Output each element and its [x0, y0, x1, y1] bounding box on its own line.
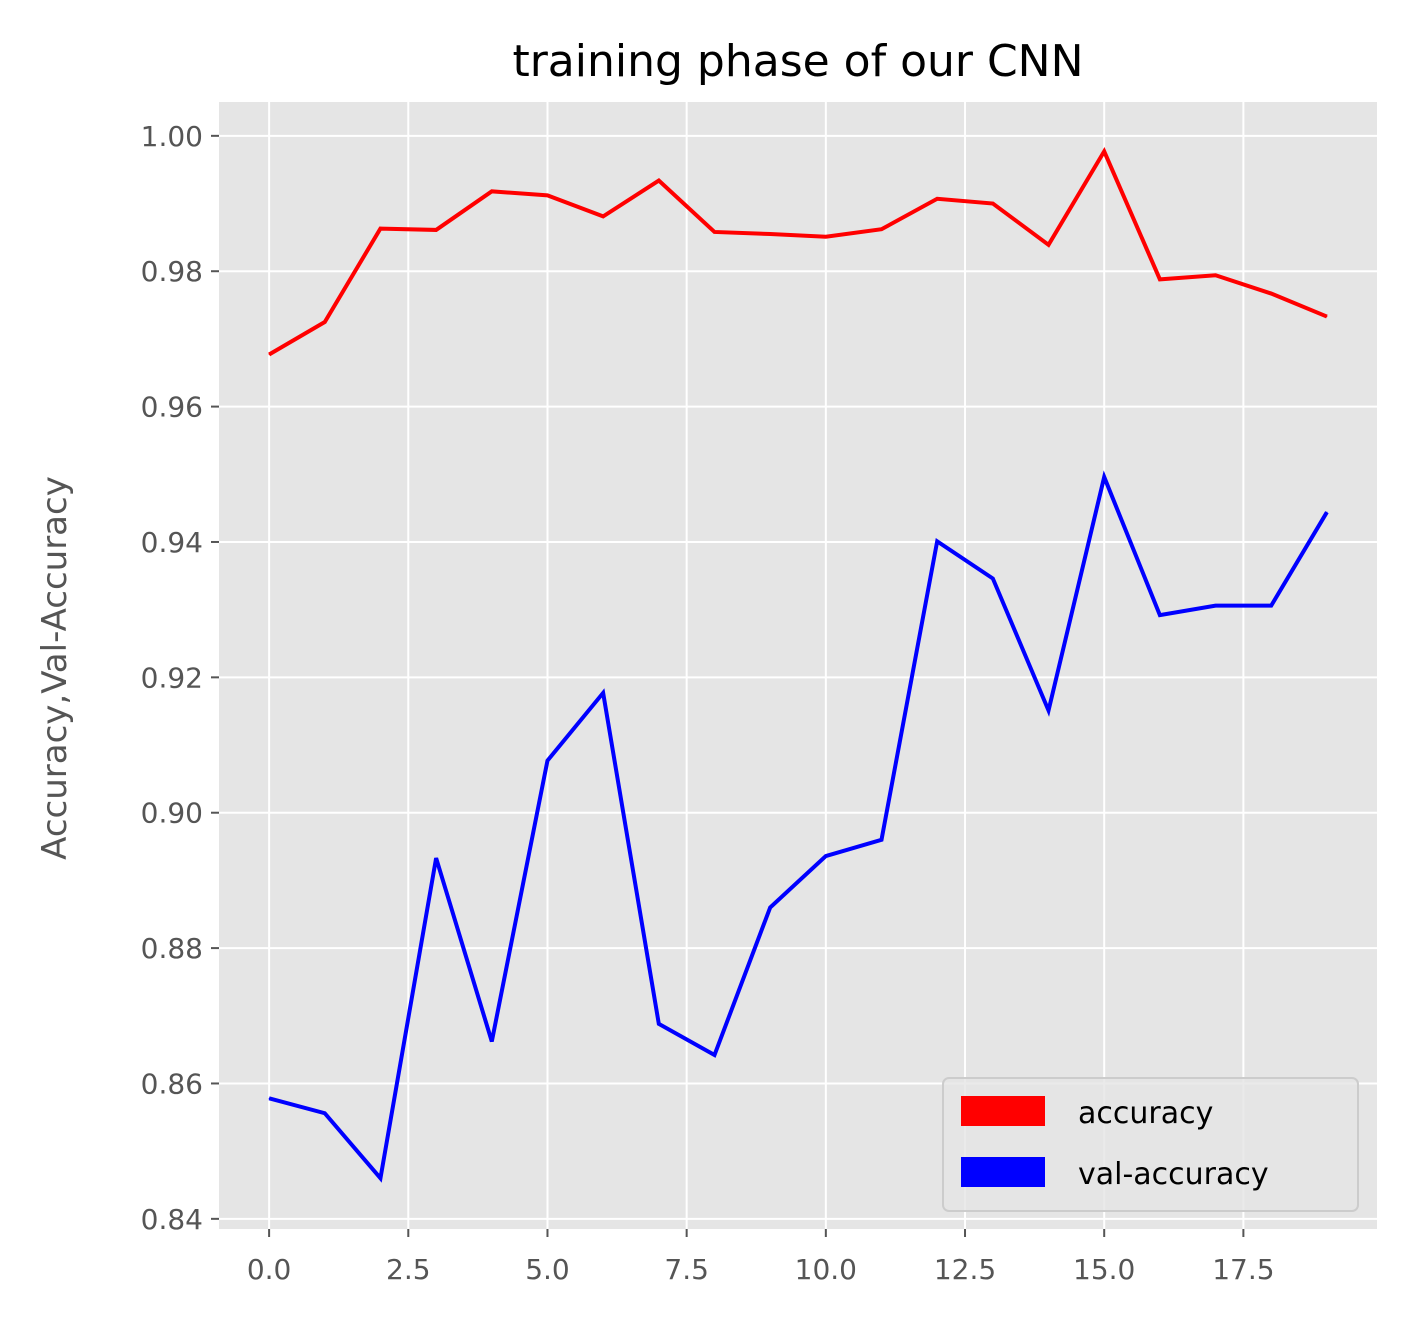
legend-box	[942, 1077, 1359, 1212]
y-tick-label: 1.00	[141, 120, 203, 153]
data-point-accuracy	[658, 180, 660, 182]
legend: accuracy val-accuracy	[942, 1077, 1359, 1212]
legend-swatch-val-accuracy	[961, 1157, 1045, 1187]
x-tick-label: 2.5	[386, 1253, 431, 1286]
data-point-val-accuracy	[1326, 511, 1328, 513]
series-layer	[268, 147, 1329, 1183]
y-tick-label: 0.88	[141, 932, 203, 965]
data-point-val-accuracy	[992, 578, 994, 580]
data-point-accuracy	[1270, 293, 1272, 295]
y-tick-label: 0.90	[141, 797, 203, 830]
data-point-accuracy	[491, 190, 493, 192]
data-point-val-accuracy	[1270, 605, 1272, 607]
data-point-accuracy	[324, 321, 326, 323]
data-point-accuracy	[379, 228, 381, 230]
y-tick-label: 0.96	[141, 391, 203, 424]
data-point-val-accuracy	[713, 1054, 715, 1056]
data-point-accuracy	[268, 353, 270, 355]
data-point-val-accuracy	[379, 1177, 381, 1179]
y-axis-label: Accuracy,Val-Accuracy	[35, 476, 75, 860]
data-point-val-accuracy	[936, 540, 938, 542]
data-point-accuracy	[1048, 244, 1050, 246]
data-point-val-accuracy	[825, 855, 827, 857]
y-tick-label: 0.98	[141, 255, 203, 288]
legend-label-val-accuracy: val-accuracy	[1078, 1157, 1269, 1192]
data-point-accuracy	[936, 198, 938, 200]
y-tick-label: 0.92	[141, 661, 203, 694]
x-tick-label: 15.0	[1073, 1253, 1135, 1286]
legend-swatch-accuracy	[961, 1096, 1045, 1126]
data-point-val-accuracy	[1048, 710, 1050, 712]
data-point-val-accuracy	[1215, 605, 1217, 607]
data-point-accuracy	[769, 233, 771, 235]
data-point-accuracy	[825, 236, 827, 238]
data-point-val-accuracy	[435, 857, 437, 859]
series-line-accuracy	[268, 147, 1328, 357]
data-point-val-accuracy	[1159, 614, 1161, 616]
data-point-accuracy	[713, 231, 715, 233]
chart-title: training phase of our CNN	[512, 36, 1083, 87]
x-tick-label: 17.5	[1212, 1253, 1274, 1286]
data-point-accuracy	[992, 203, 994, 205]
series-line-val-accuracy	[268, 470, 1329, 1183]
y-tick-label: 0.94	[141, 526, 203, 559]
x-tick-label: 0.0	[247, 1253, 292, 1286]
data-point-accuracy	[1159, 278, 1161, 280]
data-point-accuracy	[881, 228, 883, 230]
data-point-val-accuracy	[268, 1097, 270, 1099]
x-tick-label: 12.5	[934, 1253, 996, 1286]
data-point-val-accuracy	[324, 1112, 326, 1114]
axes: 0.0 2.5 5.0 7.5 10.0 12.5 15.0 17.5 0.84 0.86 0.88…	[141, 120, 1275, 1286]
data-point-val-accuracy	[881, 839, 883, 841]
legend-label-accuracy: accuracy	[1078, 1096, 1213, 1131]
data-point-accuracy	[602, 215, 604, 217]
data-point-accuracy	[546, 194, 548, 196]
plot-area	[219, 102, 1377, 1229]
data-point-accuracy	[1103, 150, 1105, 152]
data-point-val-accuracy	[1103, 476, 1105, 478]
data-point-val-accuracy	[769, 906, 771, 908]
x-tick-label: 7.5	[664, 1253, 709, 1286]
data-point-val-accuracy	[658, 1023, 660, 1025]
data-point-accuracy	[435, 229, 437, 231]
y-tick-label: 0.84	[141, 1203, 203, 1236]
data-point-val-accuracy	[491, 1041, 493, 1043]
x-tick-label: 10.0	[795, 1253, 857, 1286]
data-point-accuracy	[1326, 316, 1328, 318]
x-tick-label: 5.0	[525, 1253, 570, 1286]
data-point-val-accuracy	[546, 760, 548, 762]
y-tick-label: 0.86	[141, 1067, 203, 1100]
data-point-accuracy	[1215, 274, 1217, 276]
data-point-val-accuracy	[602, 692, 604, 694]
